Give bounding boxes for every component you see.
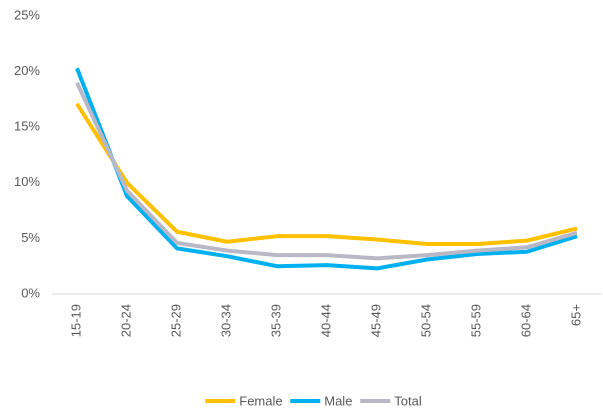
x-tick-label: 65+ <box>568 304 583 326</box>
y-tick-label: 0% <box>21 285 40 300</box>
y-tick-label: 15% <box>14 119 40 134</box>
x-tick-label: 50-54 <box>418 304 433 337</box>
y-tick-label: 5% <box>21 230 40 245</box>
x-tick-label: 55-59 <box>468 304 483 337</box>
x-tick-label: 25-29 <box>168 304 183 337</box>
legend-label: Total <box>394 393 422 408</box>
x-tick-label: 20-24 <box>118 304 133 337</box>
series-line <box>75 102 578 246</box>
y-tick-label: 10% <box>14 174 40 189</box>
x-tick-label: 60-64 <box>518 304 533 337</box>
series-line <box>75 67 578 271</box>
legend-label: Male <box>324 393 352 408</box>
y-tick-label: 20% <box>14 63 40 78</box>
series-line <box>75 81 578 261</box>
x-tick-label: 15-19 <box>68 304 83 337</box>
y-tick-label: 25% <box>14 7 40 22</box>
x-tick-label: 35-39 <box>268 304 283 337</box>
legend-label: Female <box>239 393 282 408</box>
x-tick-label: 30-34 <box>218 304 233 337</box>
x-tick-label: 45-49 <box>368 304 383 337</box>
x-tick-label: 40-44 <box>318 304 333 337</box>
